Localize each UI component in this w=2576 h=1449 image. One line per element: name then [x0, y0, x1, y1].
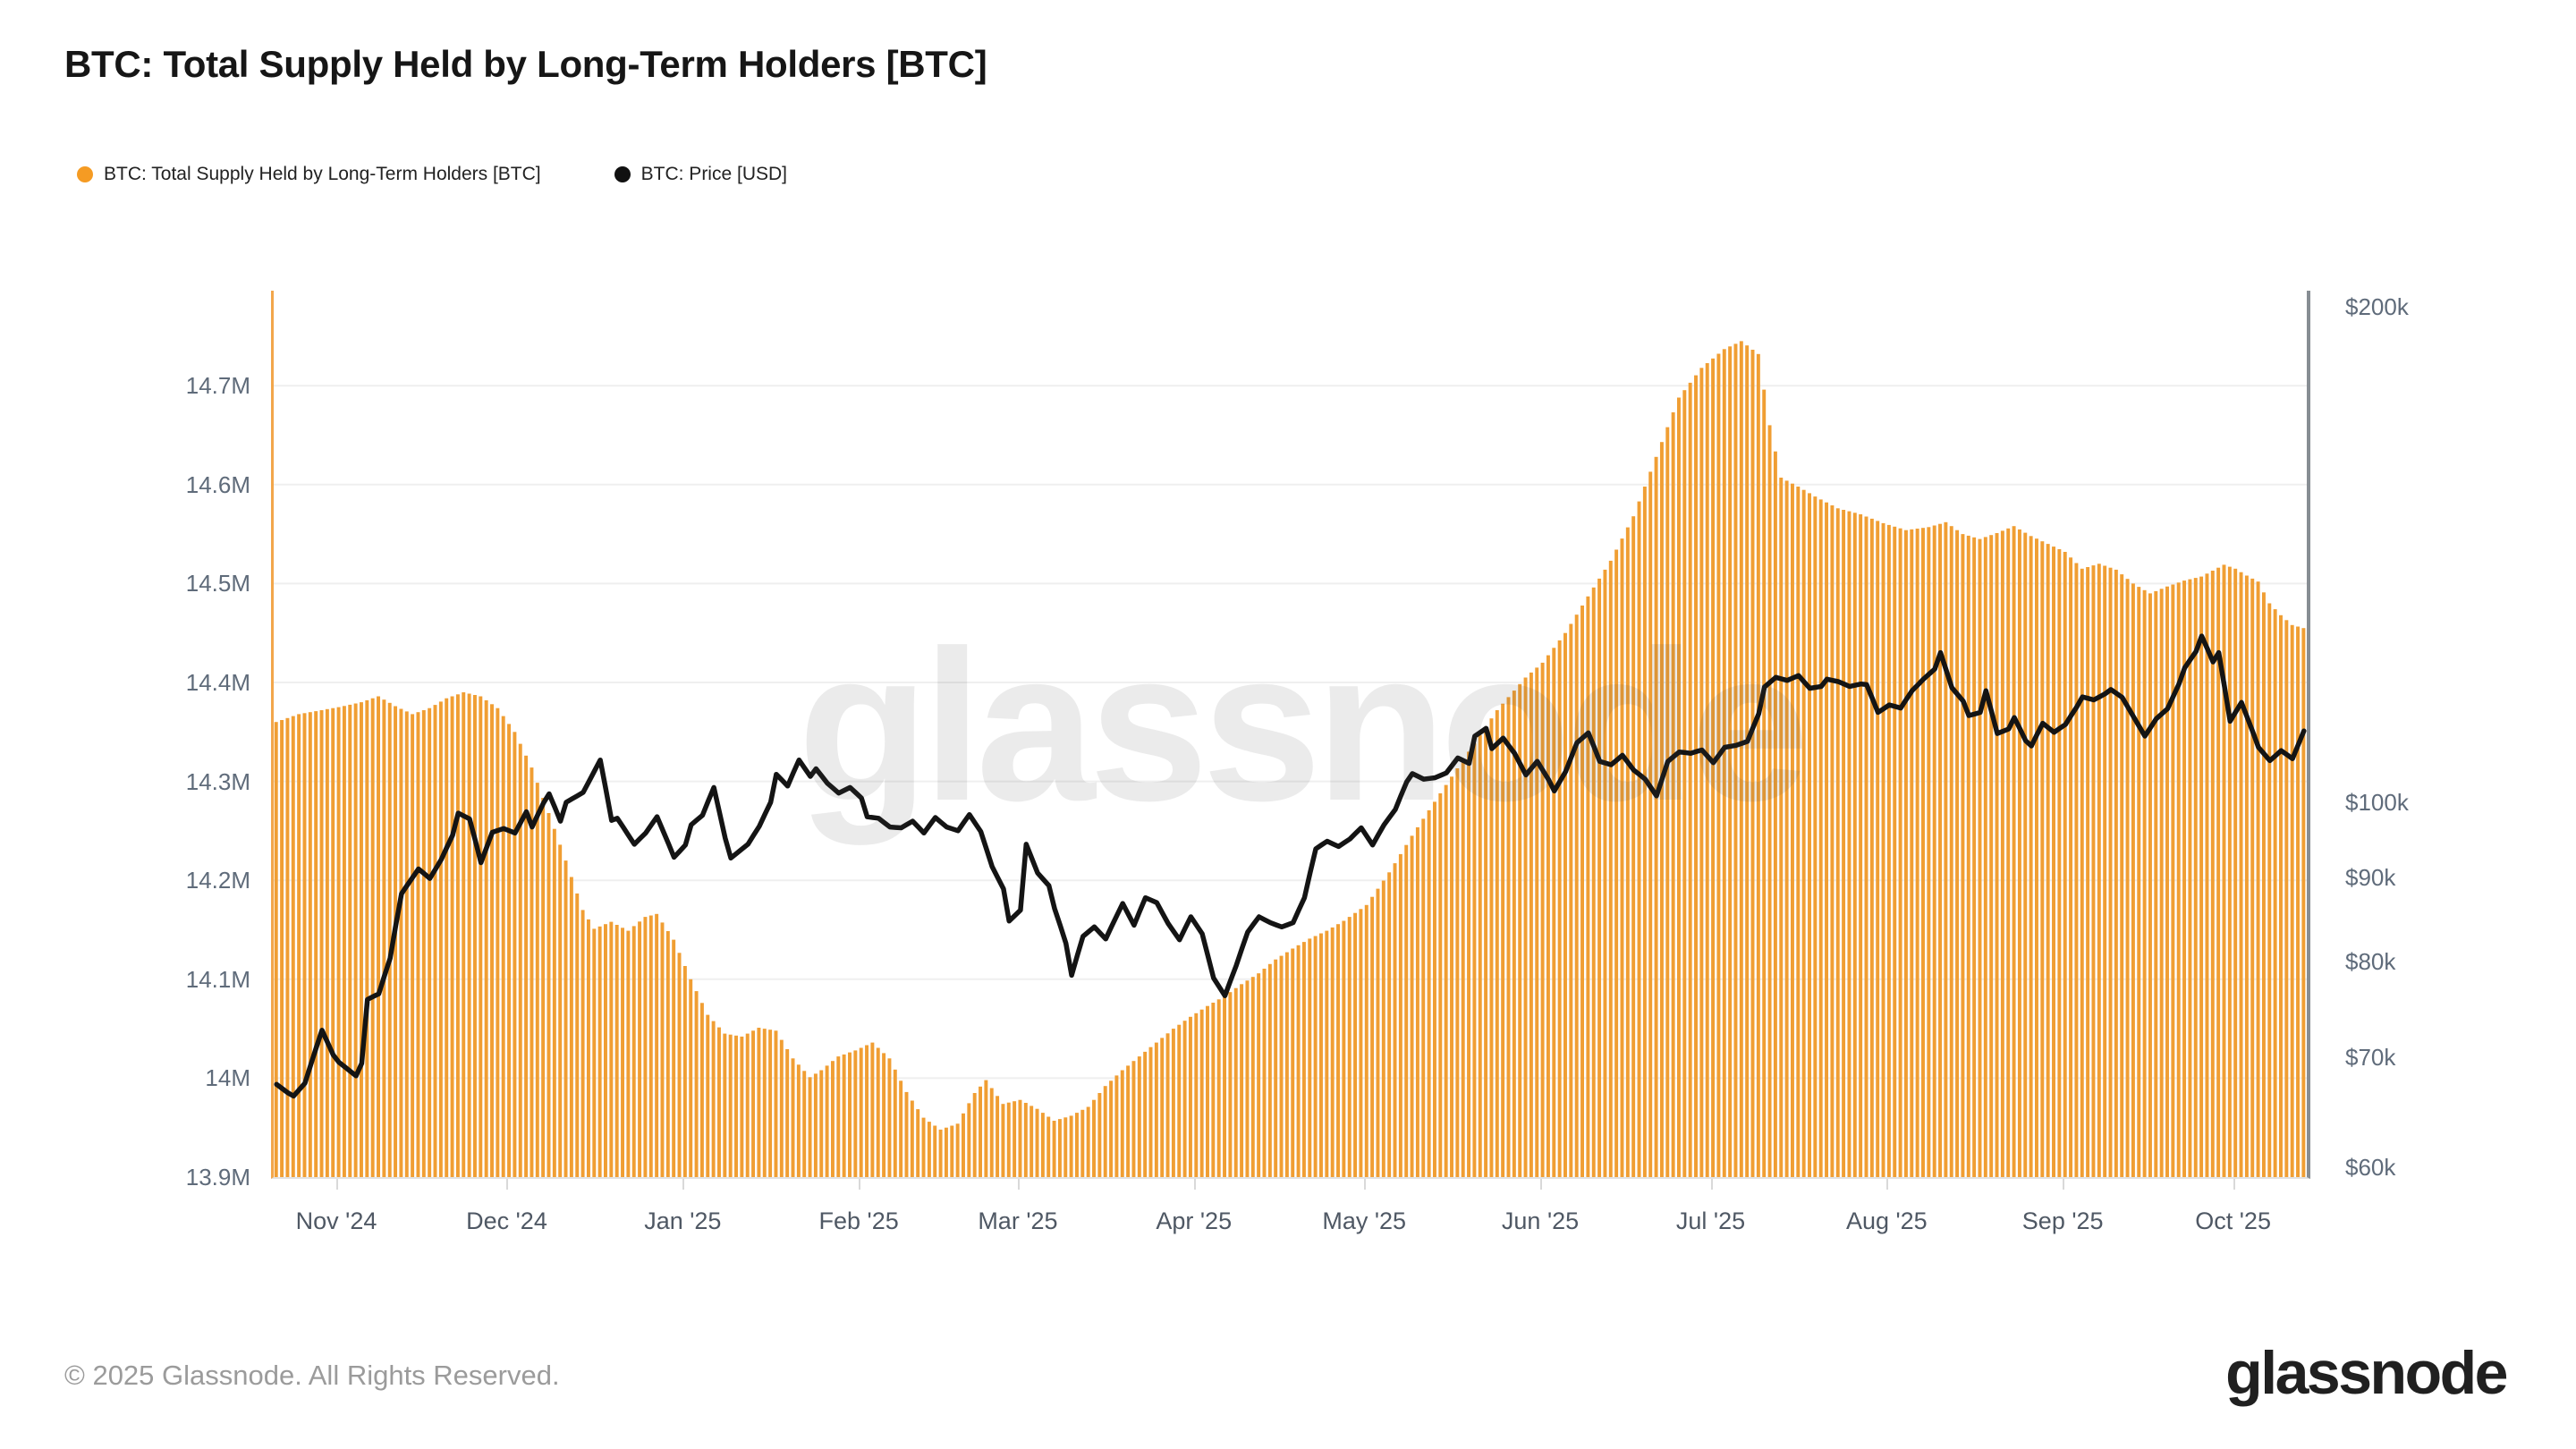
- chart-canvas: [274, 341, 2307, 1177]
- legend-item-price[interactable]: BTC: Price [USD]: [614, 164, 787, 185]
- x-axis-month-label: Sep '25: [2021, 1208, 2104, 1234]
- x-axis-month-label: Jul '25: [1675, 1208, 1746, 1234]
- x-axis-month-label: Apr '25: [1156, 1208, 1233, 1234]
- price-line-layer: [274, 633, 2307, 1099]
- x-axis-tick: [1017, 1179, 1020, 1190]
- x-axis-tick: [859, 1179, 861, 1190]
- x-axis-month-label: Feb '25: [818, 1208, 899, 1234]
- right-axis-tick-label: $80k: [2345, 948, 2396, 976]
- legend-label-price: BTC: Price [USD]: [640, 164, 787, 184]
- legend-label-supply: BTC: Total Supply Held by Long-Term Hold…: [104, 164, 541, 184]
- left-axis-tick-label: 14.6M: [185, 470, 250, 498]
- price-series-dot-icon: [614, 166, 631, 182]
- x-axis-tick: [1193, 1179, 1196, 1190]
- left-axis-tick-label: 14.2M: [185, 867, 250, 894]
- legend-item-supply[interactable]: BTC: Total Supply Held by Long-Term Hold…: [77, 164, 541, 185]
- x-axis-tick: [506, 1179, 509, 1190]
- chart-legend: BTC: Total Supply Held by Long-Term Hold…: [77, 164, 787, 185]
- x-axis-month-label: Nov '24: [295, 1208, 377, 1234]
- glassnode-logo: glassnode: [2225, 1339, 2508, 1407]
- x-axis-month-label: May '25: [1322, 1208, 1407, 1234]
- x-axis-month-label: Oct '25: [2195, 1208, 2271, 1234]
- left-axis-tick-label: 14.7M: [185, 372, 250, 400]
- x-axis-tick: [1364, 1179, 1367, 1190]
- copyright-text: © 2025 Glassnode. All Rights Reserved.: [64, 1360, 560, 1391]
- x-axis-month-label: Jun '25: [1501, 1208, 1580, 1234]
- left-axis-tick-label: 14.3M: [185, 767, 250, 795]
- x-axis-tick: [682, 1179, 685, 1190]
- x-axis-month-label: Mar '25: [978, 1208, 1058, 1234]
- x-axis-month-label: Dec '24: [466, 1208, 547, 1234]
- plot-area[interactable]: glassnode: [271, 291, 2310, 1179]
- supply-series-dot-icon: [77, 166, 93, 182]
- x-axis-tick: [1886, 1179, 1889, 1190]
- x-axis-tick: [1540, 1179, 1543, 1190]
- x-axis-tick: [2233, 1179, 2235, 1190]
- left-axis-tick-label: 14.4M: [185, 668, 250, 696]
- left-axis-tick-label: 13.9M: [185, 1164, 250, 1191]
- left-axis-tick-label: 14M: [205, 1064, 250, 1092]
- supply-bars-layer: [274, 341, 2306, 1177]
- x-axis-month-label: Aug '25: [1845, 1208, 1928, 1234]
- right-axis-tick-label: $60k: [2345, 1154, 2396, 1182]
- right-axis-tick-label: $200k: [2345, 293, 2409, 321]
- left-axis-tick-label: 14.1M: [185, 965, 250, 993]
- x-axis-tick: [336, 1179, 338, 1190]
- right-axis-tick-label: $70k: [2345, 1044, 2396, 1072]
- right-axis-tick-label: $100k: [2345, 789, 2409, 816]
- right-axis-tick-label: $90k: [2345, 864, 2396, 892]
- x-axis-tick: [1710, 1179, 1713, 1190]
- left-axis-tick-label: 14.5M: [185, 570, 250, 597]
- x-axis-month-label: Jan '25: [644, 1208, 722, 1234]
- page-title: BTC: Total Supply Held by Long-Term Hold…: [64, 43, 987, 85]
- x-axis-tick: [2063, 1179, 2065, 1190]
